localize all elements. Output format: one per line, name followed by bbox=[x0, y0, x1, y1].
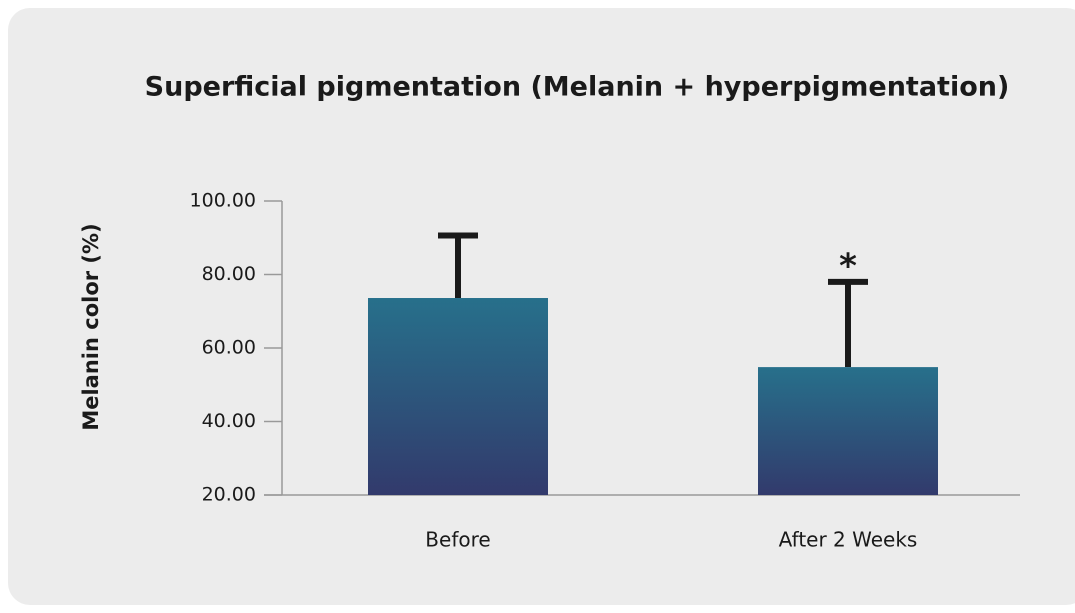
y-tick-label: 20.00 bbox=[202, 484, 256, 506]
bar bbox=[368, 298, 548, 495]
y-tick-label: 40.00 bbox=[202, 410, 256, 432]
y-tick-label: 80.00 bbox=[202, 263, 256, 285]
x-tick-label: After 2 Weeks bbox=[779, 528, 918, 552]
chart-title: Superficial pigmentation (Melanin + hype… bbox=[145, 72, 1010, 103]
y-tick-label: 60.00 bbox=[202, 337, 256, 359]
x-tick-label: Before bbox=[425, 528, 490, 552]
y-axis-label: Melanin color (%) bbox=[79, 223, 103, 430]
y-tick-label: 100.00 bbox=[190, 190, 256, 212]
annotation: * bbox=[839, 246, 857, 286]
bar bbox=[758, 367, 938, 495]
